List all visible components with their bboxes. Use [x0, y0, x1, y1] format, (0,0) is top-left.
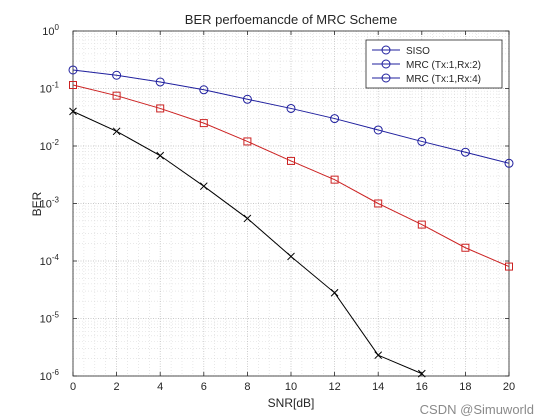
- data-point: [461, 243, 470, 252]
- data-point: [286, 103, 296, 113]
- legend-marker: [381, 59, 391, 69]
- data-point: [417, 136, 427, 146]
- series-line: [72, 69, 510, 164]
- x-tick-label: 10: [285, 381, 297, 393]
- data-point: [242, 94, 252, 104]
- data-point: [112, 127, 121, 136]
- x-tick-label: 18: [459, 381, 471, 393]
- data-point: [112, 91, 121, 100]
- data-point: [330, 288, 339, 297]
- y-tick-label: 100: [42, 23, 59, 38]
- series-layer: [68, 65, 514, 378]
- data-point: [504, 158, 514, 168]
- legend-label: SISO: [406, 46, 430, 57]
- x-tick-label: 12: [328, 381, 340, 393]
- legend: SISO MRC (Tx:1,Rx:2) MRC (Tx:1,Rx:4): [365, 39, 503, 89]
- data-point: [287, 156, 295, 165]
- grid: [72, 30, 510, 377]
- x-tick-label: 8: [244, 381, 250, 393]
- legend-marker: [381, 73, 391, 83]
- data-point: [199, 85, 209, 95]
- y-tick-label: 10-3: [40, 196, 60, 211]
- data-point: [330, 175, 339, 184]
- series-square: [69, 81, 513, 271]
- data-point: [460, 147, 470, 157]
- data-point: [374, 199, 383, 208]
- y-tick-label: 10-5: [40, 311, 60, 326]
- data-point: [373, 125, 383, 135]
- series-x: [69, 107, 426, 378]
- y-tick-label: 10-6: [40, 368, 60, 383]
- x-tick-label: 0: [70, 381, 76, 393]
- axes: 0 2 4 6 8 10 12 14 16 18 20 10-6 10-5 10-4 10-3 10-2 10-…: [40, 23, 516, 393]
- x-tick-label: 6: [201, 381, 207, 393]
- data-point: [505, 262, 513, 271]
- data-point: [287, 252, 295, 261]
- data-point: [156, 151, 165, 160]
- data-point: [417, 220, 426, 229]
- data-point: [68, 65, 78, 75]
- y-axis-label: BER: [30, 191, 44, 216]
- series-line: [72, 84, 510, 268]
- legend-label: MRC (Tx:1,Rx:4): [406, 74, 481, 85]
- x-tick-label: 14: [372, 381, 384, 393]
- data-point: [69, 107, 77, 116]
- chart-title: BER perfoemancde of MRC Scheme: [185, 12, 397, 27]
- data-point: [417, 369, 426, 378]
- legend-label: MRC (Tx:1,Rx:2): [406, 60, 481, 71]
- x-tick-label: 4: [157, 381, 163, 393]
- data-point: [243, 137, 252, 146]
- y-tick-label: 10-2: [40, 138, 60, 153]
- data-point: [156, 104, 165, 113]
- y-tick-label: 10-1: [40, 81, 60, 96]
- x-axis-label: SNR[dB]: [268, 396, 315, 410]
- x-tick-label: 16: [416, 381, 428, 393]
- y-tick-label: 10-4: [40, 253, 60, 268]
- data-point: [374, 351, 383, 360]
- watermark: CSDN @Simuworld: [419, 402, 534, 417]
- data-point: [199, 119, 208, 128]
- data-point: [112, 70, 122, 80]
- data-point: [155, 77, 165, 87]
- data-point: [330, 114, 340, 124]
- data-point: [199, 182, 208, 191]
- data-point: [69, 81, 77, 90]
- x-tick-label: 20: [503, 381, 515, 393]
- series-circle: [68, 65, 514, 168]
- data-point: [243, 214, 252, 223]
- x-tick-label: 2: [114, 381, 120, 393]
- legend-marker: [381, 45, 391, 55]
